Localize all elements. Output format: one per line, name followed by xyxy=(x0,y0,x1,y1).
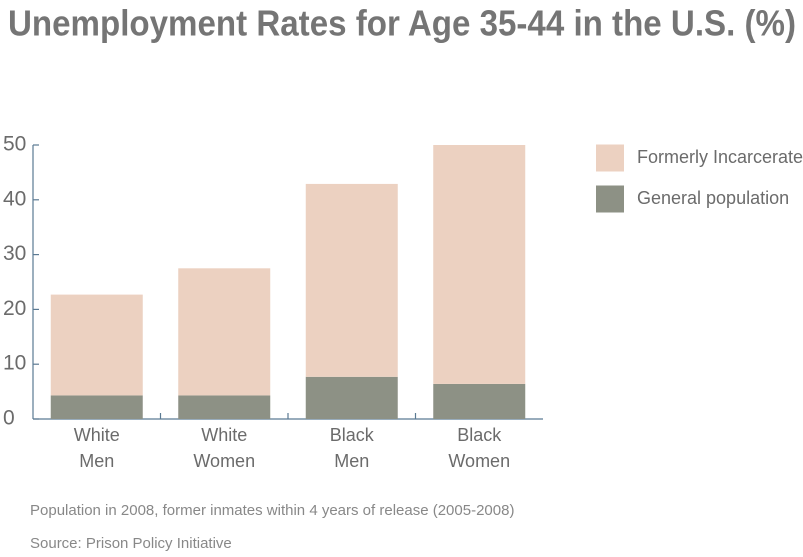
x-tick-label: Women xyxy=(193,451,255,471)
y-tick-label: 30 xyxy=(3,242,26,265)
source: Source: Prison Policy Initiative xyxy=(30,535,232,552)
chart-title: Unemployment Rates for Age 35-44 in the … xyxy=(8,3,796,44)
legend-swatch xyxy=(596,144,624,172)
bar-segment xyxy=(433,145,526,384)
legend-label: General population xyxy=(637,188,789,208)
bar-segment xyxy=(50,294,143,396)
y-tick-label: 0 xyxy=(3,407,15,430)
bar-segment xyxy=(433,383,526,419)
y-tick-label: 40 xyxy=(3,187,26,210)
legend-swatch xyxy=(596,185,624,213)
note: Population in 2008, former inmates withi… xyxy=(30,502,514,519)
bar-segment xyxy=(305,376,398,419)
x-tick-label: Men xyxy=(79,451,114,471)
x-tick-label: Women xyxy=(448,451,510,471)
y-tick-label: 20 xyxy=(3,297,26,320)
x-tick-label: Black xyxy=(457,425,502,445)
y-tick-label: 10 xyxy=(3,352,26,375)
x-tick-label: Men xyxy=(334,451,369,471)
legend-label: Formerly Incarcerated xyxy=(637,147,803,167)
x-tick-label: White xyxy=(74,425,120,445)
y-tick-label: 50 xyxy=(3,133,26,156)
x-tick-label: Black xyxy=(330,425,375,445)
bar-segment xyxy=(178,268,271,396)
bar-segment xyxy=(178,395,271,419)
bar-segment xyxy=(305,183,398,377)
bar-segment xyxy=(50,395,143,419)
x-tick-label: White xyxy=(201,425,247,445)
